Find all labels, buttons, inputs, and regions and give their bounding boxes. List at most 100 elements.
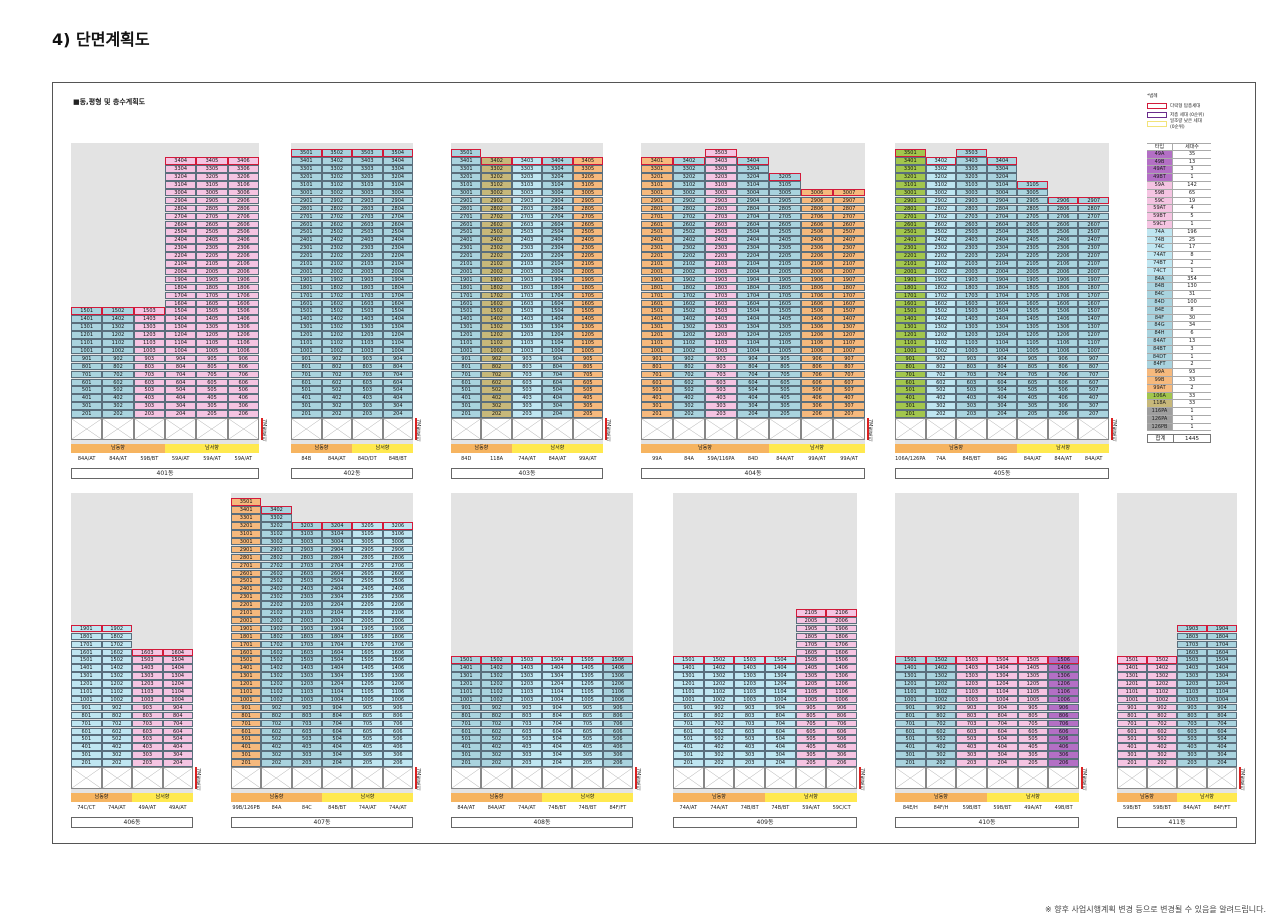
unit-cell: 3401 [895,157,926,165]
unit-cell: 1602 [481,299,512,308]
unit-cell: 403 [132,743,163,751]
unit-cell: 1502 [321,307,352,315]
unit-cell: 1404 [165,315,197,323]
unit-cell: 3203 [956,173,987,181]
unit-cell: 1204 [1207,680,1237,688]
piloti-cell [602,767,633,789]
unit-cell: 2804 [542,204,573,213]
unit-cell: 3302 [673,165,705,173]
unit-cell: 1301 [673,672,704,680]
unit-cell: 1604 [322,648,353,657]
unit-cell: 2803 [511,204,543,213]
unit-cell: 2504 [165,228,197,236]
piloti-cell [451,418,482,440]
unit-cell: 602 [321,378,352,387]
unit-cell: 1505 [572,656,603,664]
unit-cell: 805 [352,711,383,720]
unit-cell: 2804 [737,204,769,213]
direction-southwest: 남서향 [542,793,633,802]
unit-cell: 2101 [451,260,482,268]
unit-cell: 1903 [291,624,322,633]
unit-cell: 1905 [795,624,827,633]
unit-cell: 2907 [833,196,865,205]
unit-cell: 2703 [352,212,383,221]
unit-cell: 401 [673,743,704,751]
unit-cell: 1305 [572,323,603,331]
unit-cell: 904 [986,354,1018,363]
unit-cell: 704 [765,719,796,728]
unit-cell: 402 [925,743,957,751]
unit-cell: 805 [795,711,827,720]
unit-cell: 2605 [1017,220,1048,229]
total-label: 합계 [1148,435,1174,443]
unit-cell: 3404 [737,157,769,165]
unit-cell: 1606 [382,648,413,657]
piloti-cell [956,767,987,789]
unit-cell: 3404 [382,157,413,165]
unit-type-label: 84F/H [933,805,949,811]
unit-cell: 604 [765,727,796,736]
unit-cell: 204 [737,410,769,418]
unit-cell: 2504 [986,228,1018,236]
type-table-row: 99A 93 [1147,369,1211,377]
unit-cell: 906 [1048,703,1079,712]
direction-southwest: 남서향 [322,793,413,802]
unit-cell: 202 [101,759,132,767]
unit-cell: 1405 [352,664,383,672]
unit-cell: 3003 [352,188,383,197]
direction-southeast: 남동향 [895,444,1018,453]
unit-cell: 304 [765,751,796,759]
unit-cell: 1102 [102,339,134,347]
direction-southwest: 남서향 [765,793,857,802]
unit-cell: 2001 [895,267,926,276]
unit-cell: 3201 [231,522,262,530]
unit-type-label: 99A/AT [840,456,858,462]
unit-cell: 1205 [795,680,827,688]
unit-cell: 2605 [352,569,383,578]
unit-cell: 201 [451,410,482,418]
unit-cell: 2205 [572,252,603,260]
type-cell: 116PA [1147,408,1173,415]
unit-cell: 1606 [826,648,857,657]
unit-cell: 901 [71,703,102,712]
unit-cell: 706 [382,719,413,728]
unit-cell: 2404 [737,236,769,244]
type-cell: 74B [1147,236,1173,244]
piloti-cell [261,767,292,789]
unit-cell: 705 [572,370,603,379]
piloti-height-marker [867,418,869,440]
unit-cell: 1304 [322,672,353,680]
unit-cell: 3401 [641,157,673,165]
type-cell: 74BT [1147,259,1173,267]
unit-cell: 2303 [291,593,322,601]
unit-cell: 603 [956,378,987,387]
unit-cell: 1501 [451,656,482,664]
unit-cell: 603 [352,378,383,387]
unit-cell: 2004 [986,267,1018,276]
unit-cell: 1303 [511,672,542,680]
unit-cell: 3202 [673,173,705,181]
type-cell: 59C [1147,197,1173,205]
unit-cell: 2301 [641,244,673,252]
unit-cell: 1603 [705,299,737,308]
unit-cell: 1301 [895,323,926,331]
unit-type-label: 59A/AT [802,805,820,811]
unit-cell: 705 [1017,719,1049,728]
unit-cell: 1404 [542,315,573,323]
unit-cell: 1202 [102,331,134,339]
count-cell: 4 [1190,205,1194,212]
unit-cell: 1105 [1017,339,1048,347]
unit-cell: 901 [895,354,926,363]
unit-cell: 1402 [703,664,735,672]
unit-cell: 3101 [451,181,482,189]
count-cell: 3 [1190,345,1194,352]
unit-cell: 802 [673,362,705,371]
unit-cell: 1406 [382,664,413,672]
unit-cell: 2003 [956,267,987,276]
type-cell: 84B [1147,283,1173,291]
unit-cell: 1003 [133,346,165,355]
unit-cell: 702 [101,719,132,728]
unit-cell: 1106 [382,688,413,696]
unit-cell: 3305 [196,165,228,173]
unit-cell: 2307 [1078,244,1109,252]
